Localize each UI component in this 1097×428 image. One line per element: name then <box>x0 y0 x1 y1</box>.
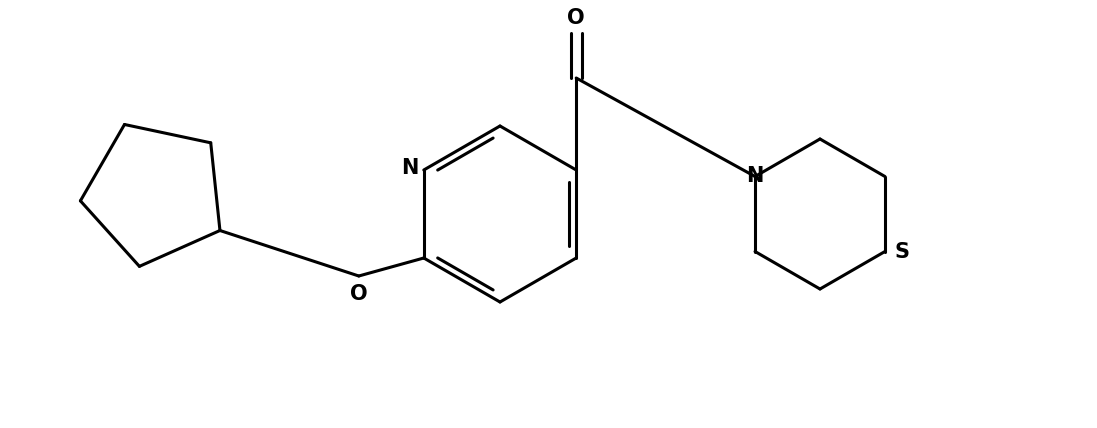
Text: S: S <box>894 241 909 262</box>
Text: N: N <box>402 158 418 178</box>
Text: N: N <box>746 166 764 187</box>
Text: O: O <box>567 8 585 28</box>
Text: O: O <box>350 284 367 304</box>
